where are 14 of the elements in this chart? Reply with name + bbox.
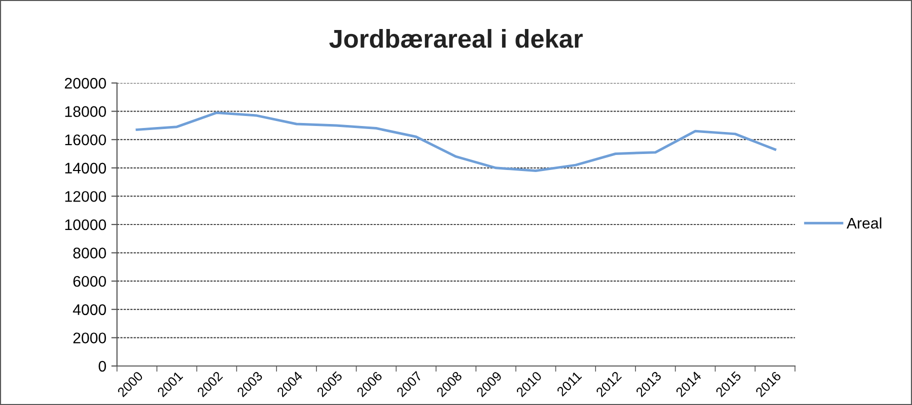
y-tick-label: 6000 — [73, 276, 106, 287]
y-tick-label: 14000 — [65, 162, 106, 174]
y-tick-label: 2000 — [73, 332, 106, 344]
y-tick-label: 20000 — [64, 78, 106, 89]
y-tick-label: 10000 — [65, 219, 106, 230]
y-tick-label: 18000 — [65, 106, 106, 117]
y-tick-label: 4000 — [72, 304, 106, 316]
y-tick-label: 0 — [98, 360, 106, 372]
y-tick-label: 8000 — [73, 248, 106, 258]
y-tick-label: 12000 — [65, 191, 106, 202]
legend-label: Areal — [846, 217, 882, 229]
y-tick-label: 16000 — [65, 134, 106, 146]
line-series — [136, 111, 776, 172]
chart-title: Jordbærareal i dekar — [329, 29, 583, 48]
